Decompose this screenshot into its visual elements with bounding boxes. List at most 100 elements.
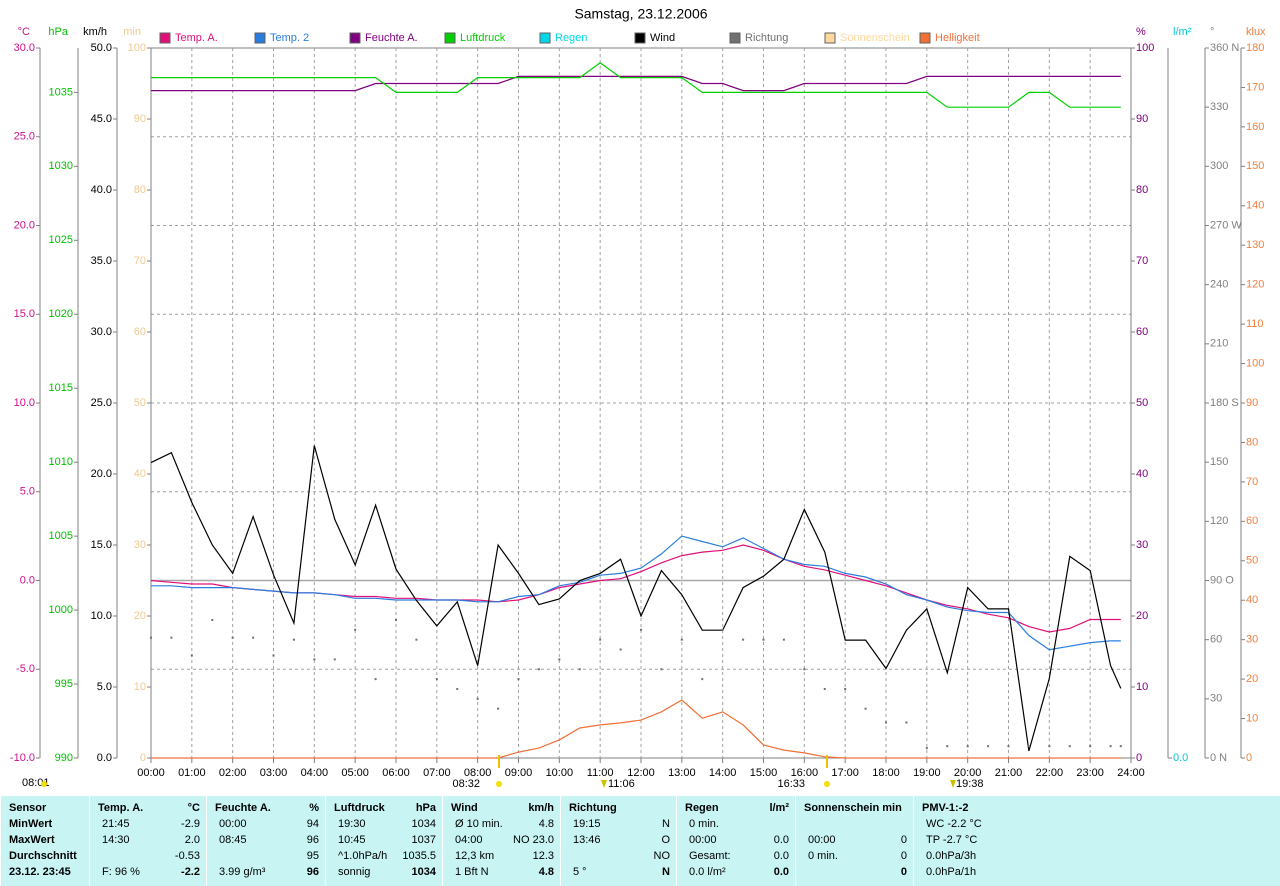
y-tick-label: 1005 <box>49 530 73 542</box>
direction-dot <box>680 638 683 641</box>
y-tick-label: 0 <box>1246 752 1252 764</box>
sun-icon <box>41 781 47 787</box>
legend-label: Helligkeit <box>935 32 980 44</box>
y-tick-label: 80 <box>1136 184 1148 196</box>
legend-swatch <box>539 32 551 44</box>
column-header: Regen <box>685 802 719 814</box>
cell-value: -2.2 <box>181 866 200 878</box>
x-tick-label: 17:00 <box>831 767 859 779</box>
direction-dot <box>313 658 316 661</box>
y-tick-label: 40.0 <box>91 184 112 196</box>
x-tick-label: 06:00 <box>382 767 410 779</box>
y-tick-label: 70 <box>1246 476 1258 488</box>
cell-label: 08:45 <box>219 834 247 846</box>
y-tick-label: 0 N <box>1210 752 1227 764</box>
direction-dot <box>333 658 336 661</box>
x-tick-label: 10:00 <box>546 767 574 779</box>
direction-dot <box>1089 745 1092 748</box>
y-tick-label: 100 <box>128 42 146 54</box>
cell-label: F: 96 % <box>102 866 140 878</box>
y-tick-label: 90 O <box>1210 574 1234 586</box>
cell-value: 1037 <box>411 834 436 846</box>
table-column: Sensor MinWert MaxWert Durchschnitt 23.12. 2… <box>0 796 89 886</box>
series-line <box>151 699 1121 759</box>
cell-label: 0.0 l/m² <box>689 866 726 878</box>
column-header: Sonnenschein min <box>804 802 902 814</box>
direction-dot <box>497 707 500 710</box>
direction-dot <box>537 668 540 671</box>
y-tick-label: 20 <box>1136 610 1148 622</box>
cell-value: NO <box>653 850 671 862</box>
sun-event-label: 16:33 <box>777 778 805 790</box>
cell-label: WC -2.2 °C <box>926 818 982 830</box>
cell-label: 1 Bft N <box>455 866 489 878</box>
y-tick-label: -5.0 <box>16 663 35 675</box>
axis-unit: km/h <box>83 26 107 38</box>
y-tick-label: 240 <box>1210 279 1228 291</box>
y-tick-label: 30 <box>134 539 146 551</box>
y-tick-label: 1025 <box>49 234 73 246</box>
cell-value: O <box>661 834 670 846</box>
cell-label: 04:00 <box>455 834 483 846</box>
direction-dot <box>1119 745 1122 748</box>
legend-swatch <box>159 32 171 44</box>
axis-unit: hPa <box>48 26 68 38</box>
legend-label: Wind <box>650 32 675 44</box>
x-tick-label: 00:00 <box>137 767 165 779</box>
direction-dot <box>231 636 234 639</box>
y-tick-label: 90 <box>134 113 146 125</box>
direction-dot <box>782 638 785 641</box>
cell-value: 4.8 <box>538 818 554 830</box>
y-tick-label: 60 <box>1246 515 1258 527</box>
column-unit: hPa <box>415 802 436 814</box>
y-tick-label: 70 <box>1136 255 1148 267</box>
y-tick-label: 100 <box>1246 357 1264 369</box>
direction-dot <box>578 668 581 671</box>
y-tick-label: 60 <box>1136 326 1148 338</box>
x-tick-label: 24:00 <box>1117 767 1145 779</box>
x-tick-label: 14:00 <box>709 767 737 779</box>
y-tick-label: 0 <box>140 752 146 764</box>
x-tick-label: 16:00 <box>791 767 819 779</box>
cell-label: Ø 10 min. <box>455 818 503 830</box>
cell-label: 23.12. 23:45 <box>9 866 71 878</box>
y-tick-label: 160 <box>1246 121 1264 133</box>
x-tick-label: 20:00 <box>954 767 982 779</box>
direction-dot <box>558 658 561 661</box>
direction-dot <box>292 638 295 641</box>
cell-value: 12.3 <box>532 850 554 862</box>
x-tick-label: 12:00 <box>627 767 655 779</box>
cell-value: 94 <box>306 818 319 830</box>
cell-label: 10:45 <box>338 834 366 846</box>
table-column: Regen l/m² 0 min. 00:00 0.0 Gesamt: 0.0 0.0 l/m… <box>676 796 795 886</box>
y-tick-label: 5.0 <box>97 681 112 693</box>
y-tick-label: 10 <box>1246 712 1258 724</box>
direction-dot <box>660 668 663 671</box>
table-column: Richtung 19:15 N 13:46 O NO 5 ° N <box>560 796 676 886</box>
x-tick-label: 04:00 <box>301 767 329 779</box>
y-tick-label: -10.0 <box>10 752 35 764</box>
direction-dot <box>456 687 459 690</box>
legend-label: Temp. A. <box>175 32 218 44</box>
cell-label: 0.0hPa/1h <box>926 866 977 878</box>
x-tick-label: 03:00 <box>260 767 288 779</box>
cell-value: 1034 <box>411 818 436 830</box>
cell-value: 96 <box>306 834 319 846</box>
y-tick-label: 80 <box>1246 436 1258 448</box>
y-tick-label: 0.0 <box>20 574 35 586</box>
axis-unit: klux <box>1246 26 1266 38</box>
direction-dot <box>823 687 826 690</box>
direction-dot <box>742 638 745 641</box>
y-tick-label: 15.0 <box>91 539 112 551</box>
legend-swatch <box>729 32 741 44</box>
y-tick-label: 35.0 <box>91 255 112 267</box>
y-tick-label: 70 <box>134 255 146 267</box>
sun-icon <box>496 781 502 787</box>
cell-label: 12,3 km <box>455 850 495 862</box>
table-column: Sonnenschein min 00:00 0 0 min. 0 0 <box>795 796 913 886</box>
y-tick-label: 1015 <box>49 382 73 394</box>
y-tick-label: 300 <box>1210 160 1228 172</box>
cell-value: 1035.5 <box>402 850 436 862</box>
cell-label: 5 ° <box>573 866 587 878</box>
cell-value: -2.9 <box>181 818 200 830</box>
